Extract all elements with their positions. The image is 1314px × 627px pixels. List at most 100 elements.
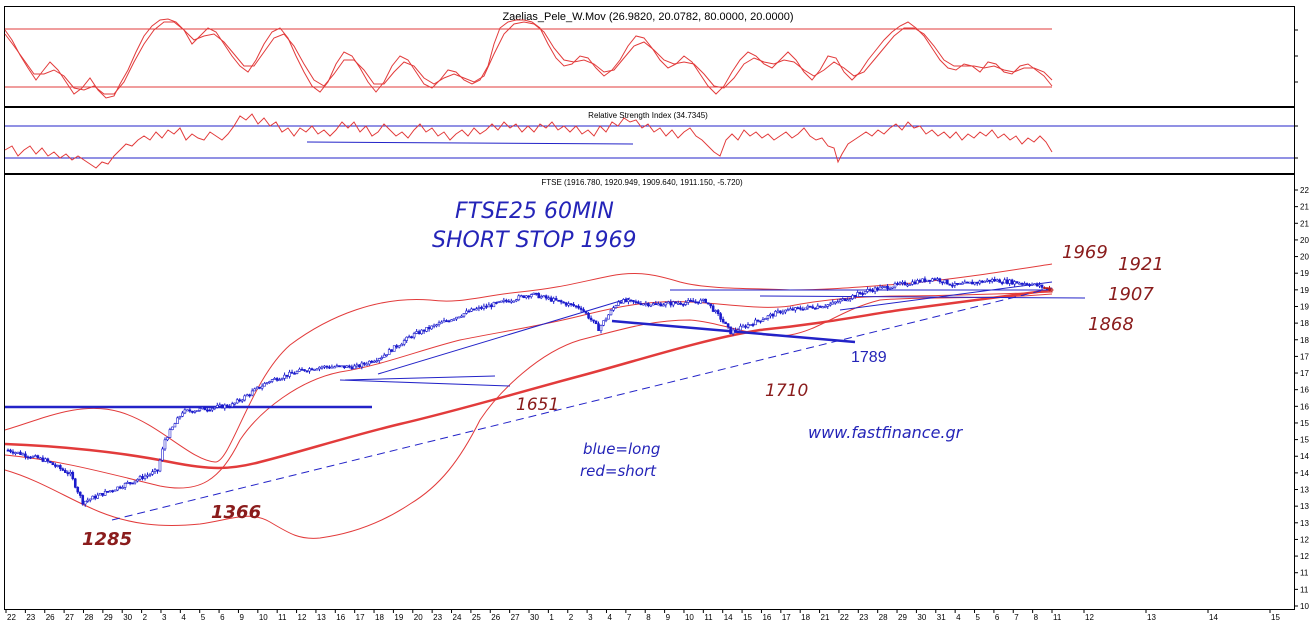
level-1651: 1651 bbox=[516, 395, 559, 415]
price-bar-body bbox=[888, 288, 892, 290]
price-bar-body bbox=[514, 299, 518, 302]
price-bar-body bbox=[348, 365, 351, 368]
price-bar-body bbox=[998, 279, 1001, 283]
price-bar-body bbox=[806, 305, 810, 309]
price-bar-body bbox=[497, 300, 501, 303]
price-bar-body bbox=[891, 286, 894, 289]
price-bar-body bbox=[101, 493, 104, 496]
price-bar-body bbox=[417, 331, 421, 335]
price-bar-body bbox=[422, 329, 426, 332]
price-bar-body bbox=[14, 452, 17, 454]
price-bar-body bbox=[741, 325, 745, 328]
price-bar-body bbox=[181, 412, 184, 417]
price-bar-body bbox=[213, 407, 217, 409]
price-bar-body bbox=[492, 302, 496, 308]
price-bar-body bbox=[1005, 279, 1009, 284]
price-bar-body bbox=[158, 459, 162, 472]
price-bar-body bbox=[126, 482, 129, 484]
price-bar-body bbox=[938, 278, 942, 283]
price-bar-body bbox=[771, 313, 775, 317]
x-tick-label: 30 bbox=[123, 613, 132, 622]
price-bar-body bbox=[73, 478, 77, 488]
price-bar-body bbox=[883, 285, 887, 288]
price-bar-body bbox=[639, 303, 643, 305]
x-tick-label: 2 bbox=[569, 613, 574, 622]
y-tick-label: 17 bbox=[1300, 352, 1309, 361]
price-bar-body bbox=[684, 302, 688, 305]
upper-right-ticks bbox=[1294, 29, 1298, 159]
price-bar-body bbox=[936, 278, 939, 281]
x-tick-label: 22 bbox=[840, 613, 849, 622]
price-bar-body bbox=[233, 402, 237, 405]
price-bar-body bbox=[876, 287, 879, 291]
level-1907: 1907 bbox=[1108, 284, 1154, 305]
price-bar-body bbox=[838, 299, 842, 303]
price-bar-body bbox=[203, 407, 207, 411]
price-bar-body bbox=[323, 365, 326, 368]
price-bar-body bbox=[679, 302, 683, 305]
price-bar-body bbox=[1035, 283, 1039, 287]
price-bar-body bbox=[450, 319, 453, 322]
x-tick-label: 4 bbox=[956, 613, 961, 622]
price-bar-body bbox=[303, 369, 306, 372]
price-bar-body bbox=[263, 383, 266, 387]
rising-channel-line bbox=[377, 297, 631, 375]
price-bar-body bbox=[609, 309, 613, 316]
consolidation-lower-line bbox=[339, 379, 511, 387]
price-bar-body bbox=[786, 309, 790, 312]
price-bar-body bbox=[44, 458, 47, 462]
price-bar-body bbox=[1013, 281, 1016, 285]
price-bar-body bbox=[612, 307, 615, 311]
price-bar-body bbox=[941, 281, 944, 284]
x-tick-label: 11 bbox=[278, 613, 287, 622]
y-tick-label: 19 bbox=[1300, 286, 1309, 295]
price-bar-body bbox=[689, 300, 693, 302]
price-bar-body bbox=[898, 282, 902, 285]
price-bar-body bbox=[801, 308, 805, 311]
price-bar-body bbox=[647, 303, 650, 307]
price-bar-body bbox=[36, 455, 40, 459]
x-tick-label: 23 bbox=[433, 613, 442, 622]
rsi-line bbox=[4, 113, 1053, 169]
y-tick-label: 19 bbox=[1300, 269, 1309, 278]
price-bar-body bbox=[176, 417, 179, 424]
price-bar-body bbox=[776, 310, 780, 313]
price-bar-body bbox=[273, 378, 276, 380]
price-bar-body bbox=[716, 310, 720, 314]
x-tick-label: 18 bbox=[375, 613, 384, 622]
price-bar-body bbox=[823, 306, 827, 308]
level-1868: 1868 bbox=[1088, 314, 1134, 335]
price-bar-body bbox=[225, 404, 229, 407]
x-tick-label: 23 bbox=[26, 613, 35, 622]
price-bar-body bbox=[980, 280, 984, 283]
price-bar-body bbox=[654, 303, 658, 306]
legend-red-short: red=short bbox=[580, 462, 657, 480]
price-bar-body bbox=[813, 307, 817, 310]
price-bar-body bbox=[133, 480, 137, 484]
price-bar-body bbox=[539, 296, 543, 299]
price-bar-body bbox=[552, 298, 555, 302]
price-bar-body bbox=[799, 307, 802, 310]
price-bar-body bbox=[831, 301, 835, 305]
price-bar-body bbox=[191, 410, 194, 413]
website-text: www.fastfinance.gr bbox=[808, 423, 964, 442]
price-bar-body bbox=[477, 307, 481, 309]
price-bar-body bbox=[21, 453, 25, 456]
price-bar-body bbox=[343, 365, 346, 368]
price-bar-body bbox=[664, 302, 668, 306]
price-bar-body bbox=[465, 310, 468, 314]
price-bar-body bbox=[726, 323, 730, 328]
x-tick-label: 4 bbox=[607, 613, 612, 622]
price-bar-body bbox=[983, 280, 987, 283]
blue-lines bbox=[5, 281, 1086, 521]
price-bar-body bbox=[731, 329, 735, 335]
price-bar-body bbox=[315, 368, 319, 371]
price-bar-body bbox=[447, 320, 451, 323]
y-tick-label: 16 bbox=[1300, 402, 1309, 411]
price-bar-body bbox=[420, 329, 423, 335]
price-bar-body bbox=[928, 279, 932, 282]
price-bar-body bbox=[878, 286, 882, 291]
price-bar-body bbox=[681, 303, 685, 306]
price-bar-body bbox=[706, 302, 710, 305]
price-bar-body bbox=[903, 281, 907, 286]
